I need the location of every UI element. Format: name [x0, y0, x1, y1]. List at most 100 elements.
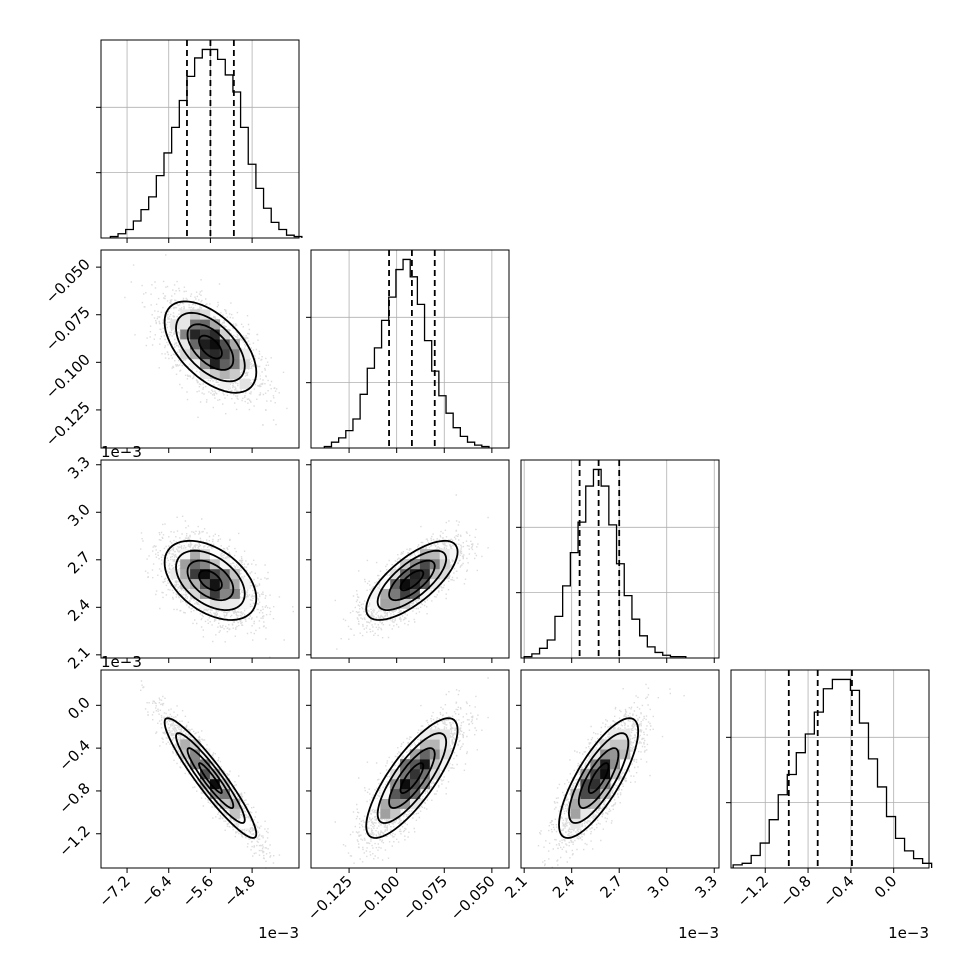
density-cell: [610, 749, 621, 760]
density-cell: [209, 349, 221, 360]
density-cell: [219, 598, 230, 609]
density-cell: [439, 729, 450, 740]
scatter-panel-3-2: [520, 669, 720, 869]
density-cell: [380, 588, 391, 599]
x-tick-label: −6.4: [137, 872, 175, 910]
x-tick-label: −0.100: [352, 872, 404, 924]
density-cell: [170, 568, 181, 580]
contour-line: [399, 569, 425, 592]
y-tick-label: 3.0: [64, 500, 94, 530]
histogram-panel-1: [306, 249, 510, 449]
density-cell: [419, 739, 431, 750]
panel-frame: [310, 669, 510, 869]
density-cell: [390, 588, 401, 599]
histogram-panel-0: [96, 39, 303, 239]
density-cell: [419, 729, 431, 740]
density-cell: [190, 578, 201, 589]
contour-line: [388, 747, 436, 809]
density-cell: [180, 549, 191, 560]
density-cell: [229, 598, 240, 609]
density-cell: [570, 788, 581, 799]
density-cell: [200, 759, 211, 770]
scatter-panel-3-1: [310, 669, 510, 869]
density-cell: [239, 349, 250, 360]
y-offset-label: 1e−3: [101, 443, 142, 461]
contour-line: [198, 334, 223, 360]
density-cell: [200, 778, 211, 790]
density-cell: [400, 578, 411, 589]
panel-frame: [100, 249, 300, 449]
histogram-step: [523, 468, 687, 658]
panel-frame: [100, 459, 300, 659]
density-cell: [219, 588, 230, 599]
density-cell: [229, 578, 240, 589]
density-cell: [380, 788, 391, 799]
density-cell: [180, 568, 191, 580]
density-cell: [410, 749, 421, 760]
y-tick-label: −0.075: [42, 303, 94, 355]
density-cell: [370, 588, 381, 599]
y-tick-label: 0.0: [64, 693, 94, 723]
density-cell: [229, 808, 240, 819]
density-cell: [229, 339, 240, 350]
x-tick-label: −0.4: [819, 872, 857, 910]
density-cell: [400, 769, 411, 780]
density-cell: [590, 788, 601, 799]
contour-line: [365, 717, 459, 839]
contour-line: [175, 549, 246, 612]
density-cell: [180, 329, 191, 340]
scatter-panel-2-1: [310, 459, 510, 659]
y-tick-label: 2.7: [64, 548, 94, 578]
density-cell: [180, 749, 191, 760]
density-cell: [209, 588, 221, 599]
histogram-panel-3: [726, 669, 933, 869]
density-cell: [209, 329, 221, 340]
density-cell: [219, 329, 230, 340]
density-cell: [419, 559, 431, 570]
density-cell: [419, 759, 431, 770]
y-tick-label: −0.8: [55, 779, 93, 817]
density-cell: [200, 309, 211, 320]
density-cell: [410, 568, 421, 580]
density-cell: [620, 749, 631, 760]
density-cell: [209, 319, 221, 330]
density-cell: [580, 798, 591, 809]
density-cell: [410, 798, 421, 809]
density-cell: [400, 778, 411, 790]
density-cell: [200, 559, 211, 570]
density-cell: [190, 339, 201, 350]
histogram-panel-2: [516, 459, 720, 659]
contour-line: [399, 762, 425, 794]
density-cell: [620, 759, 631, 770]
density-cell: [429, 759, 440, 770]
density-cell: [610, 769, 621, 780]
panel-background: [521, 460, 719, 658]
histogram-step: [732, 678, 933, 868]
x-tick-label: 3.3: [691, 872, 721, 902]
panel-frame: [730, 669, 930, 869]
density-cell: [239, 578, 250, 589]
density-cell: [239, 598, 250, 609]
density-cell: [190, 588, 201, 599]
density-cell: [380, 808, 391, 819]
density-cell: [180, 578, 191, 589]
density-cell: [170, 319, 181, 330]
density-cell: [390, 578, 401, 589]
histogram-step: [109, 48, 303, 238]
density-cell: [249, 368, 260, 379]
contour-line: [376, 549, 448, 612]
contour-line: [186, 559, 235, 602]
density-cell: [419, 588, 431, 599]
density-cell: [180, 559, 191, 570]
density-cell: [200, 588, 211, 599]
panel-frame: [310, 249, 510, 449]
density-cell: [219, 578, 230, 589]
scatter-panel-2-0: [100, 459, 300, 659]
density-cell: [590, 778, 601, 790]
density-cell: [219, 378, 230, 389]
density-cell: [190, 549, 201, 560]
density-cell: [200, 769, 211, 780]
histogram-step: [323, 258, 490, 448]
contour-line: [186, 747, 235, 810]
